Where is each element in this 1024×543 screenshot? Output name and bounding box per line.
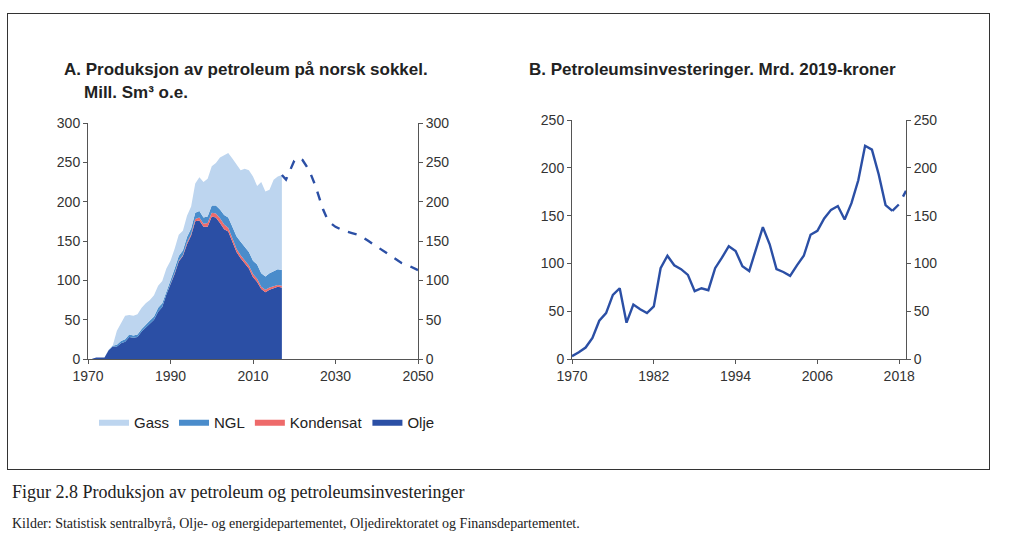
svg-text:250: 250 <box>426 154 450 170</box>
svg-text:1970: 1970 <box>72 368 103 384</box>
svg-text:300: 300 <box>426 115 450 131</box>
svg-text:250: 250 <box>914 112 938 128</box>
svg-text:100: 100 <box>426 272 450 288</box>
svg-text:50: 50 <box>65 312 81 328</box>
svg-text:1970: 1970 <box>556 368 587 384</box>
svg-text:1982: 1982 <box>638 368 669 384</box>
svg-text:100: 100 <box>541 255 565 271</box>
svg-text:300: 300 <box>57 115 81 131</box>
svg-text:A. Produksjon av petroleum på: A. Produksjon av petroleum på norsk sokk… <box>64 60 428 79</box>
svg-text:2030: 2030 <box>320 368 351 384</box>
svg-text:2050: 2050 <box>402 368 433 384</box>
html-text:Figur 2.8 Produksjon av petrol: Figur 2.8 Produksjon av petroleum og pet… <box>12 482 465 502</box>
svg-text:1990: 1990 <box>155 368 186 384</box>
svg-text:100: 100 <box>914 255 938 271</box>
svg-text:50: 50 <box>426 312 442 328</box>
svg-text:2018: 2018 <box>884 368 915 384</box>
svg-text:Gass: Gass <box>134 414 169 431</box>
svg-text:200: 200 <box>541 160 565 176</box>
svg-text:150: 150 <box>914 208 938 224</box>
svg-text:Mill. Sm³ o.e.: Mill. Sm³ o.e. <box>84 83 188 102</box>
svg-text:2006: 2006 <box>802 368 833 384</box>
svg-text:NGL: NGL <box>214 414 245 431</box>
svg-text:Olje: Olje <box>407 414 434 431</box>
svg-text:100: 100 <box>57 272 81 288</box>
svg-text:150: 150 <box>426 233 450 249</box>
svg-text:50: 50 <box>914 303 930 319</box>
svg-text:2010: 2010 <box>237 368 268 384</box>
svg-text:1994: 1994 <box>720 368 751 384</box>
svg-text:0: 0 <box>426 351 434 367</box>
svg-text:0: 0 <box>914 351 922 367</box>
svg-text:250: 250 <box>57 154 81 170</box>
svg-text:0: 0 <box>72 351 80 367</box>
svg-text:B. Petroleumsinvesteringer. Mr: B. Petroleumsinvesteringer. Mrd. 2019-kr… <box>529 60 896 79</box>
svg-text:250: 250 <box>541 112 565 128</box>
html-text:Kilder: Statistisk sentralbyrå: Kilder: Statistisk sentralbyrå, Olje- og… <box>12 516 580 531</box>
svg-text:50: 50 <box>549 303 565 319</box>
svg-text:Kondensat: Kondensat <box>290 414 363 431</box>
svg-text:0: 0 <box>556 351 564 367</box>
svg-text:200: 200 <box>57 194 81 210</box>
svg-text:200: 200 <box>426 194 450 210</box>
svg-text:150: 150 <box>57 233 81 249</box>
svg-text:200: 200 <box>914 160 938 176</box>
svg-text:150: 150 <box>541 208 565 224</box>
